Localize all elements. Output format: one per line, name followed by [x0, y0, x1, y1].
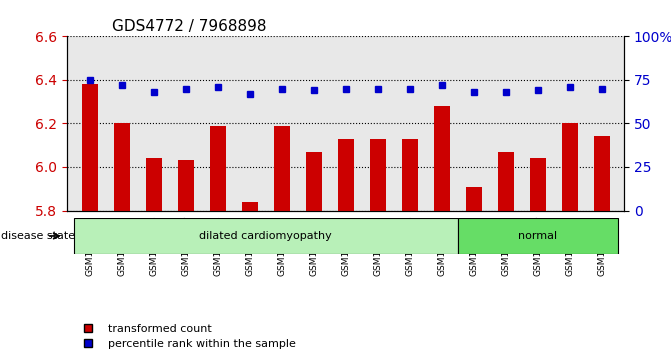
Bar	[433, 106, 450, 211]
Bar	[594, 136, 610, 211]
Bar	[338, 139, 354, 211]
Bar	[146, 158, 162, 211]
Bar	[113, 123, 130, 211]
Bar	[401, 139, 417, 211]
Bar	[274, 126, 290, 211]
Text: disease state: disease state	[1, 231, 75, 241]
Bar	[529, 158, 546, 211]
Bar	[466, 187, 482, 211]
Bar	[305, 152, 321, 211]
Text: dilated cardiomyopathy: dilated cardiomyopathy	[199, 231, 332, 241]
Text: normal: normal	[518, 231, 557, 241]
Legend: transformed count, percentile rank within the sample: transformed count, percentile rank withi…	[72, 319, 301, 354]
FancyBboxPatch shape	[74, 218, 458, 254]
Bar	[498, 152, 513, 211]
Bar	[370, 139, 386, 211]
Bar	[178, 160, 193, 211]
Text: GDS4772 / 7968898: GDS4772 / 7968898	[111, 19, 266, 34]
Bar	[81, 84, 97, 211]
FancyBboxPatch shape	[458, 218, 617, 254]
Bar	[242, 202, 258, 211]
Bar	[562, 123, 578, 211]
Bar	[209, 126, 225, 211]
